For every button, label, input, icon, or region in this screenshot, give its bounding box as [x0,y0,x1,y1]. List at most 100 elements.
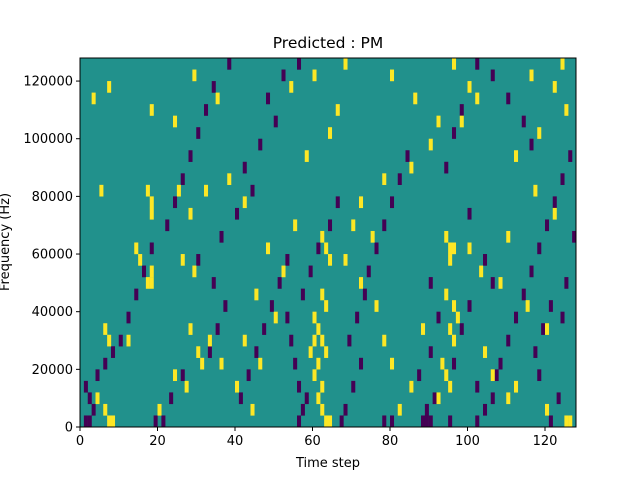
heatmap-cell-low [87,392,92,405]
heatmap-cell-high [176,184,181,197]
heatmap-cell-low [134,288,139,301]
heatmap-cell-high [192,265,197,278]
heatmap-cell-high [266,242,271,255]
heatmap-cell-low [483,254,488,266]
heatmap-cell-high [149,104,154,116]
heatmap-cell-high [324,346,329,358]
heatmap-cell-low [452,357,457,370]
heatmap-cell-low [421,415,426,428]
chart-title: Predicted : PM [273,34,384,52]
heatmap-cell-high [436,115,441,128]
heatmap-cell-high [107,334,112,347]
heatmap-cell-low [506,92,511,105]
heatmap-cell-high [316,357,321,370]
heatmap-cell-high [312,369,317,382]
heatmap-cell-high [552,81,557,93]
heatmap-cell-high [273,311,278,324]
heatmap-cell-low [424,403,429,416]
heatmap-cell-high [444,230,449,243]
heatmap-cell-low [227,58,232,70]
heatmap-cell-high [440,357,445,370]
heatmap-cell-high [452,242,457,255]
heatmap-cell-high [428,138,433,151]
heatmap-cell-high [320,380,325,393]
heatmap-cell-low [490,277,495,289]
x-tick-label: 0 [76,434,84,449]
heatmap-cell-high [506,230,511,243]
heatmap-cell-high [95,392,100,405]
heatmap-cell-high [328,415,333,428]
heatmap-cell-low [254,346,259,358]
heatmap-cell-high [103,403,108,416]
heatmap-cell-low [165,219,170,232]
heatmap-cell-low [362,288,367,301]
heatmap-cell-high [258,357,263,370]
heatmap-cell-low [297,415,302,428]
heatmap-cell-high [483,346,488,358]
heatmap-cell-high [173,369,178,382]
heatmap-cell-low [149,242,154,255]
heatmap-cell-high [390,357,395,370]
heatmap-cell-low [475,415,480,428]
heatmap-cell-low [541,323,546,335]
heatmap-cell-high [448,242,453,255]
heatmap-cell-high [452,334,457,347]
heatmap-cell-low [568,150,573,162]
heatmap-cell-low [537,369,542,382]
plot-area [79,57,577,428]
heatmap-cell-low [196,127,201,139]
x-tick-label: 80 [382,434,399,449]
heatmap-cell-low [103,357,108,370]
heatmap-cell-high [568,415,573,428]
heatmap-cell-low [382,415,387,428]
heatmap-cell-low [297,380,302,393]
heatmap-cell-low [246,369,251,382]
heatmap-cell-low [347,334,352,347]
heatmap-cell-low [219,230,224,243]
heatmap-cell-low [355,311,360,324]
heatmap-cell-low [548,415,553,428]
x-axis: 0 20 40 60 80 100 120 [76,427,558,449]
heatmap-cell-high [564,415,569,428]
heatmap-cell-low [490,69,495,82]
heatmap-cell-low [529,138,534,151]
heatmap-cell-high [560,58,565,70]
heatmap-cell-high [99,184,104,197]
heatmap-cell-low [537,242,542,255]
heatmap-cell-low [343,403,348,416]
heatmap-cell-low [250,184,255,197]
x-tick-label: 120 [533,434,558,449]
heatmap-cell-high [312,334,317,347]
heatmap-cell-high [514,380,519,393]
heatmap-cell-high [157,403,162,416]
heatmap-cell-low [180,173,185,185]
heatmap-cell-low [452,127,457,139]
heatmap-cell-high [204,184,209,197]
heatmap-cell-high [448,254,453,266]
heatmap-cell-low [556,392,561,405]
heatmap-cell-high [293,219,298,232]
heatmap-cell-high [374,300,379,312]
heatmap-cell-low [269,300,274,312]
heatmap-cell-low [277,277,282,289]
heatmap-cell-high [312,69,317,82]
heatmap-cell-low [366,265,371,278]
heatmap-cell-high [498,277,503,289]
heatmap-cell-low [300,403,305,416]
heatmap-cell-high [320,334,325,347]
heatmap-cell-low [180,369,185,382]
heatmap-cell-low [498,357,503,370]
heatmap-cell-high [207,334,212,347]
heatmap-cell-high [506,392,511,405]
heatmap-cell-low [444,161,449,174]
heatmap-cell-high [200,357,205,370]
heatmap-cell-high [421,323,426,335]
heatmap-cell-low [533,346,538,358]
heatmap-cell-high [444,288,449,301]
heatmap-cell-high [320,288,325,301]
heatmap-cell-low [339,415,344,428]
heatmap-cell-low [483,403,488,416]
heatmap-cell-high [537,127,542,139]
heatmap-cell-low [432,392,437,405]
heatmap-cell-low [293,357,298,370]
